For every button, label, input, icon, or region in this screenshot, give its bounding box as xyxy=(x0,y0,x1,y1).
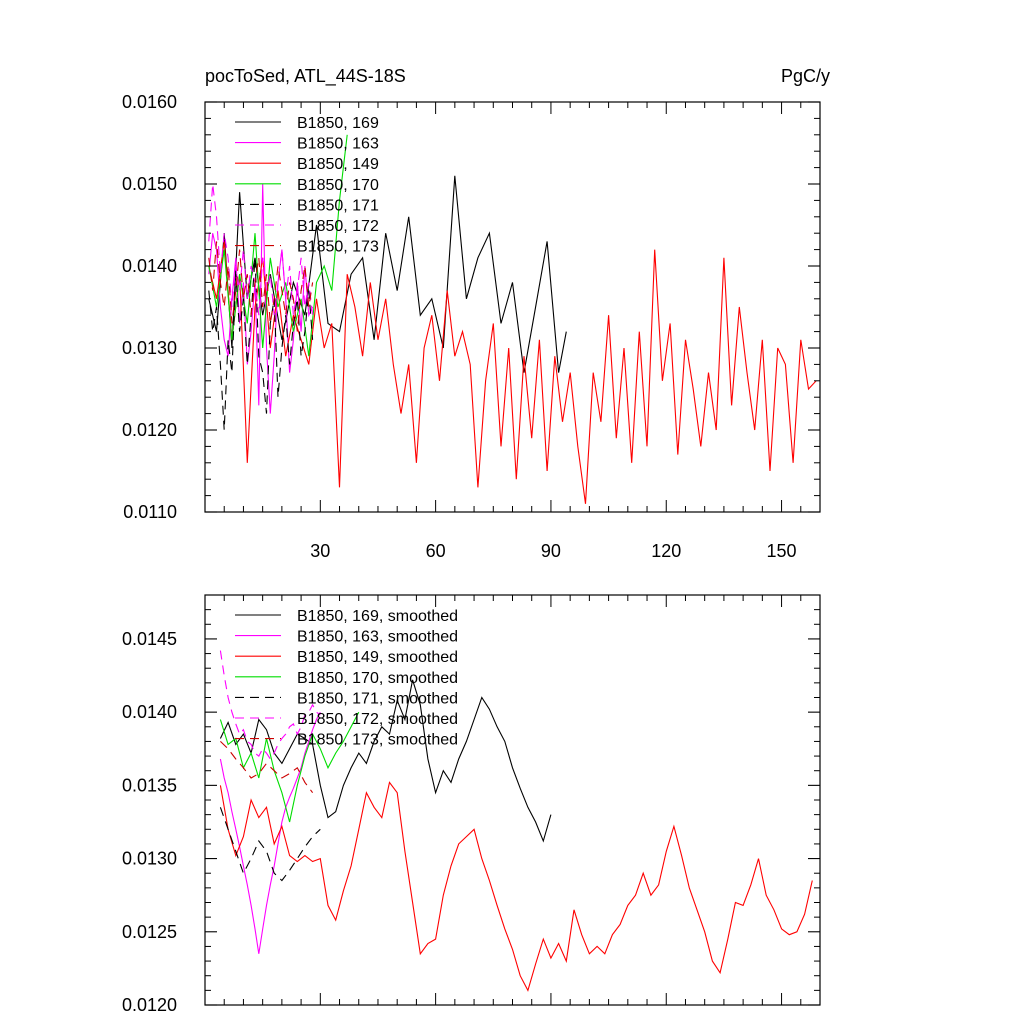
y-tick-label: 0.0120 xyxy=(122,995,177,1015)
legend-label: B1850, 169 xyxy=(297,115,379,132)
y-tick-label: 0.0110 xyxy=(123,502,177,522)
y-tick-label: 0.0135 xyxy=(122,775,177,795)
y-tick-label: 0.0160 xyxy=(122,92,177,112)
y-tick-label: 0.0145 xyxy=(122,629,177,649)
legend-label: B1850, 149 xyxy=(297,156,379,173)
y-tick-label: 0.0140 xyxy=(122,256,177,276)
x-tick-label: 30 xyxy=(310,541,330,561)
y-tick-label: 0.0130 xyxy=(122,338,177,358)
x-tick-label: 90 xyxy=(541,541,561,561)
y-tick-label: 0.0120 xyxy=(122,420,177,440)
y-tick-label: 0.0150 xyxy=(122,174,177,194)
legend-label: B1850, 173, smoothed xyxy=(297,732,458,749)
legend-label: B1850, 172 xyxy=(297,218,379,235)
series-line-1-0 xyxy=(219,679,552,843)
legend-label: B1850, 149, smoothed xyxy=(297,649,458,666)
legend-label: B1850, 169, smoothed xyxy=(297,608,458,625)
series-line-1-5 xyxy=(219,650,321,761)
series-line-1-4 xyxy=(219,807,321,882)
panel-title-left: pocToSed, ATL_44S-18S xyxy=(205,66,406,87)
legend-label: B1850, 171, smoothed xyxy=(297,690,458,707)
series-line-1-6 xyxy=(220,741,314,794)
series-line-0-5 xyxy=(208,183,314,316)
legend-label: B1850, 163, smoothed xyxy=(297,629,458,646)
series-line-0-3 xyxy=(208,134,348,357)
legend-label: B1850, 163 xyxy=(297,136,379,153)
y-tick-label: 0.0140 xyxy=(122,702,177,722)
y-tick-label: 0.0125 xyxy=(122,922,177,942)
legend-label: B1850, 173 xyxy=(297,239,379,256)
panel-title-right: PgC/y xyxy=(781,66,830,86)
x-tick-label: 150 xyxy=(767,541,797,561)
legend-label: B1850, 172, smoothed xyxy=(297,711,458,728)
series-line-0-6 xyxy=(208,241,314,332)
series-line-0-4 xyxy=(208,257,314,431)
top-panel: pocToSed, ATL_44S-18S PgC/y 0.0110 0.0120… xyxy=(122,66,830,561)
series-line-1-1 xyxy=(219,711,321,954)
legend-label: B1850, 170 xyxy=(297,177,379,194)
legend-label: B1850, 171 xyxy=(297,197,379,214)
y-tick-label: 0.0130 xyxy=(122,849,177,869)
series-line-1-2 xyxy=(219,781,813,992)
x-tick-label: 120 xyxy=(651,541,681,561)
x-tick-label: 60 xyxy=(426,541,446,561)
series-line-0-2 xyxy=(208,241,817,504)
legend-label: B1850, 170, smoothed xyxy=(297,670,458,687)
bottom-panel: 0.0120 0.0125 0.0130 0.0135 0.0140 0.0145 B18… xyxy=(122,594,821,1015)
